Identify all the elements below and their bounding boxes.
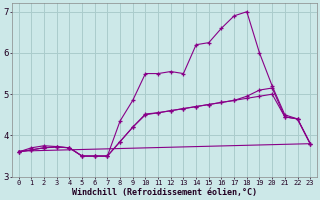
X-axis label: Windchill (Refroidissement éolien,°C): Windchill (Refroidissement éolien,°C) <box>72 188 257 197</box>
